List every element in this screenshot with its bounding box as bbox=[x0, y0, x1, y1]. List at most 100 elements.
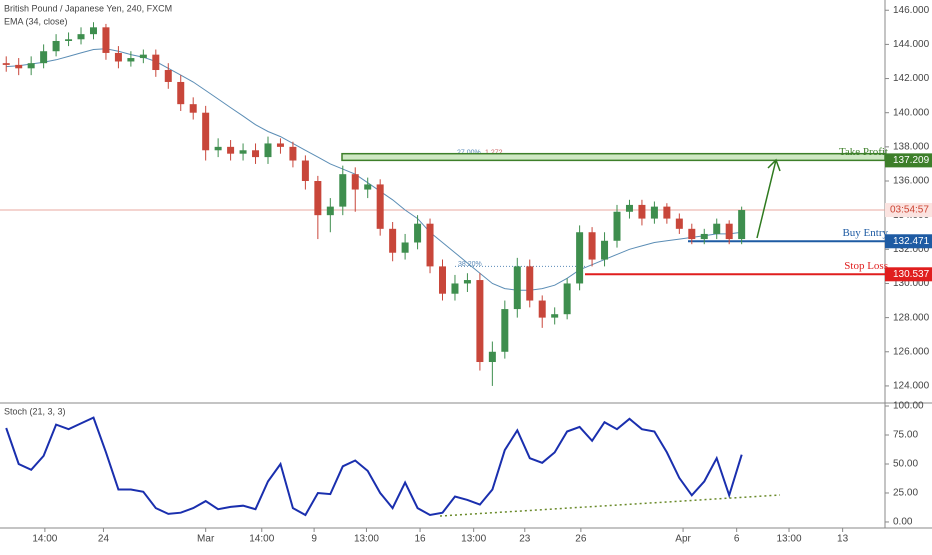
candle-body bbox=[551, 314, 559, 318]
y-tick-label: 136.000 bbox=[893, 176, 930, 187]
candle-body bbox=[164, 70, 172, 82]
level-name: Take Profit bbox=[839, 146, 888, 158]
y-tick-label: 132.000 bbox=[893, 244, 930, 255]
x-tick-label: 13 bbox=[837, 534, 849, 545]
x-tick-label: 6 bbox=[734, 534, 740, 545]
y-tick-label: 130.000 bbox=[893, 278, 930, 289]
candle-body bbox=[301, 160, 309, 182]
candle-body bbox=[451, 283, 459, 294]
x-tick-label: 13:00 bbox=[354, 534, 379, 545]
candle-body bbox=[77, 34, 85, 40]
ema-label: EMA (34, close) bbox=[4, 16, 68, 26]
candle-body bbox=[613, 211, 621, 241]
level-name: Buy Entry bbox=[842, 227, 888, 239]
candle-body bbox=[576, 232, 584, 284]
candle-body bbox=[501, 309, 509, 352]
trend-line bbox=[439, 494, 781, 517]
candle-body bbox=[601, 240, 609, 260]
y-tick-label: 124.000 bbox=[893, 381, 930, 392]
candle-body bbox=[314, 181, 322, 216]
y-tick-label: 75.00 bbox=[893, 430, 918, 441]
current-price-label: 03:54:57 bbox=[890, 205, 929, 216]
y-tick-label: 0.00 bbox=[893, 517, 913, 528]
x-tick-label: 23 bbox=[519, 534, 531, 545]
candle-body bbox=[738, 210, 746, 240]
candle-body bbox=[102, 27, 110, 53]
level-price-box bbox=[885, 267, 932, 282]
y-tick-label: 142.000 bbox=[893, 73, 930, 84]
candle-body bbox=[351, 174, 359, 190]
candle-body bbox=[675, 218, 683, 229]
candle-body bbox=[526, 266, 534, 301]
y-tick-label: 25.00 bbox=[893, 488, 918, 499]
level-price-box bbox=[885, 153, 932, 168]
candle-body bbox=[488, 351, 496, 363]
candle-body bbox=[139, 54, 147, 59]
x-tick-label: 14:00 bbox=[249, 534, 274, 545]
x-tick-label: Apr bbox=[675, 534, 691, 545]
candle-body bbox=[15, 64, 23, 69]
candle-body bbox=[439, 266, 446, 294]
level-price: 130.537 bbox=[893, 269, 930, 280]
y-tick-label: 50.00 bbox=[893, 459, 918, 470]
target-arrow bbox=[756, 158, 781, 239]
candle-body bbox=[52, 40, 60, 52]
stoch-label: Stoch (21, 3, 3) bbox=[4, 406, 66, 416]
candle-body bbox=[414, 223, 422, 243]
candle-body bbox=[688, 228, 696, 240]
candle-body bbox=[389, 228, 397, 253]
candle-body bbox=[376, 184, 384, 229]
level-name: Stop Loss bbox=[844, 260, 888, 272]
candle-body bbox=[650, 206, 658, 219]
candle-body bbox=[364, 184, 372, 190]
candle-body bbox=[339, 174, 347, 207]
x-tick-label: 26 bbox=[575, 534, 587, 545]
level-price: 137.209 bbox=[893, 155, 930, 166]
candle-body bbox=[27, 63, 35, 69]
y-tick-label: 128.000 bbox=[893, 312, 930, 323]
x-tick-label: 9 bbox=[311, 534, 317, 545]
candle-body bbox=[89, 27, 97, 35]
candle-body bbox=[638, 204, 646, 219]
level-price: 132.471 bbox=[893, 236, 930, 247]
candle-body bbox=[588, 232, 596, 260]
candle-body bbox=[513, 266, 521, 310]
candle-body bbox=[152, 54, 160, 71]
candle-body bbox=[700, 233, 708, 240]
x-tick-label: Mar bbox=[197, 534, 215, 545]
candle-body bbox=[65, 39, 73, 41]
candle-body bbox=[426, 223, 434, 267]
candle-body bbox=[463, 280, 471, 284]
candle-body bbox=[40, 51, 48, 64]
x-tick-label: 16 bbox=[415, 534, 427, 545]
candle-body bbox=[663, 206, 671, 219]
candle-body bbox=[538, 300, 546, 318]
y-tick-label: 100.00 bbox=[893, 401, 924, 412]
candle-body bbox=[114, 52, 122, 62]
y-tick-label: 138.000 bbox=[893, 141, 930, 152]
candle-body bbox=[289, 146, 297, 161]
candle-body bbox=[725, 223, 733, 240]
level-price-box bbox=[885, 234, 932, 249]
candle-body bbox=[202, 112, 210, 151]
candle-body bbox=[239, 150, 247, 154]
candle-body bbox=[326, 206, 334, 216]
current-price-box bbox=[885, 203, 932, 218]
candle-body bbox=[563, 283, 571, 315]
y-tick-label: 146.000 bbox=[893, 5, 930, 16]
x-tick-label: 13:00 bbox=[777, 534, 802, 545]
candle-body bbox=[713, 223, 721, 234]
x-tick-label: 24 bbox=[98, 534, 110, 545]
x-tick-label: 14:00 bbox=[32, 534, 57, 545]
take-profit-zone bbox=[341, 152, 886, 162]
candle-body bbox=[227, 146, 235, 154]
ema-line bbox=[6, 48, 742, 291]
x-tick-label: 13:00 bbox=[461, 534, 486, 545]
chart-title: British Pound / Japanese Yen, 240, FXCM bbox=[4, 3, 172, 13]
y-tick-label: 126.000 bbox=[893, 346, 930, 357]
candle-body bbox=[276, 143, 284, 147]
candle-body bbox=[625, 204, 633, 212]
candle-body bbox=[264, 143, 272, 158]
candle-body bbox=[401, 242, 409, 253]
